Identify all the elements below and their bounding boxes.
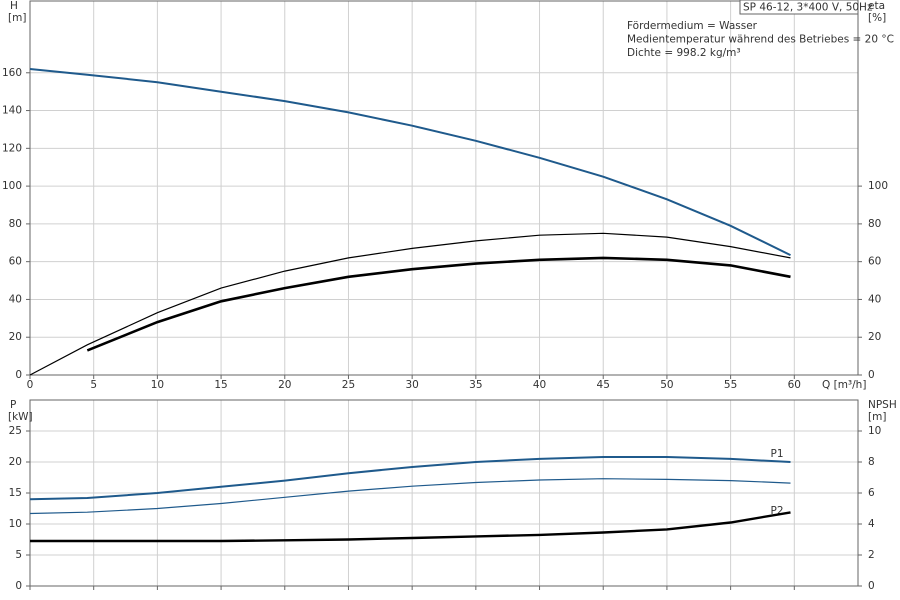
x-tick-label: 25 — [342, 379, 355, 391]
y-tick-label: 20 — [9, 456, 22, 468]
y-axis-label: P — [10, 399, 16, 411]
curve — [29, 456, 791, 501]
title-box — [739, 0, 859, 15]
y2-axis-label: eta — [868, 0, 885, 12]
x-tick-label: 5 — [90, 379, 97, 391]
y-tick-label: 10 — [9, 518, 22, 530]
y2-tick-label: 4 — [868, 518, 875, 530]
y2-tick-label: 0 — [868, 580, 875, 592]
x-axis-label: Q [m³/h] — [822, 379, 866, 391]
y-axis-unit: [m] — [8, 12, 26, 24]
x-tick-label: 35 — [469, 379, 482, 391]
y2-tick-label: 10 — [868, 425, 881, 437]
y-tick-label: 120 — [2, 142, 22, 154]
curve — [30, 511, 791, 543]
x-tick-label: 10 — [151, 379, 164, 391]
y-tick-label: 140 — [2, 105, 22, 117]
x-tick-label: 15 — [214, 379, 227, 391]
y-tick-label: 20 — [9, 331, 22, 343]
y2-tick-label: 80 — [868, 218, 881, 230]
y2-tick-label: 2 — [868, 549, 875, 561]
y2-tick-label: 0 — [868, 369, 875, 381]
y-tick-label: 15 — [9, 487, 22, 499]
x-tick-label: 50 — [660, 379, 673, 391]
y-tick-label: 0 — [15, 580, 22, 592]
plot-frame — [29, 399, 859, 587]
y2-tick-label: 8 — [868, 456, 875, 468]
y2-axis-label: NPSH — [868, 399, 897, 411]
annotation: Fördermedium = Wasser — [627, 20, 758, 32]
series-label: P2 — [770, 505, 783, 517]
y2-tick-label: 100 — [868, 180, 888, 192]
y-tick-label: 60 — [9, 256, 22, 268]
y2-tick-label: 40 — [868, 293, 881, 305]
annotation: Medientemperatur während des Betriebes =… — [627, 34, 894, 46]
curve — [29, 232, 791, 376]
y-tick-label: 160 — [2, 67, 22, 79]
x-tick-label: 0 — [27, 379, 34, 391]
x-tick-label: 60 — [788, 379, 801, 391]
y-tick-label: 80 — [9, 218, 22, 230]
y2-tick-label: 6 — [868, 487, 875, 499]
y-tick-label: 40 — [9, 293, 22, 305]
y2-axis-unit: [m] — [868, 411, 886, 423]
y2-axis-unit: [%] — [868, 12, 886, 24]
curve — [86, 256, 791, 352]
curve — [29, 478, 791, 515]
y-axis-label: H — [10, 0, 18, 12]
curve — [29, 68, 791, 256]
x-tick-label: 55 — [724, 379, 737, 391]
x-tick-label: 20 — [278, 379, 291, 391]
y-tick-label: 25 — [9, 425, 22, 437]
x-tick-label: 40 — [533, 379, 546, 391]
x-tick-label: 45 — [597, 379, 610, 391]
y2-tick-label: 20 — [868, 331, 881, 343]
x-tick-label: 30 — [405, 379, 418, 391]
series-label: P1 — [770, 448, 783, 460]
y2-tick-label: 60 — [868, 256, 881, 268]
y-tick-label: 100 — [2, 180, 22, 192]
y-axis-unit: [kW] — [8, 411, 33, 423]
annotation: Dichte = 998.2 kg/m³ — [627, 47, 741, 59]
y-tick-label: 5 — [15, 549, 22, 561]
plot-frame — [29, 0, 859, 376]
chart-title: SP 46-12, 3*400 V, 50Hz — [743, 2, 873, 14]
y-tick-label: 0 — [15, 369, 22, 381]
